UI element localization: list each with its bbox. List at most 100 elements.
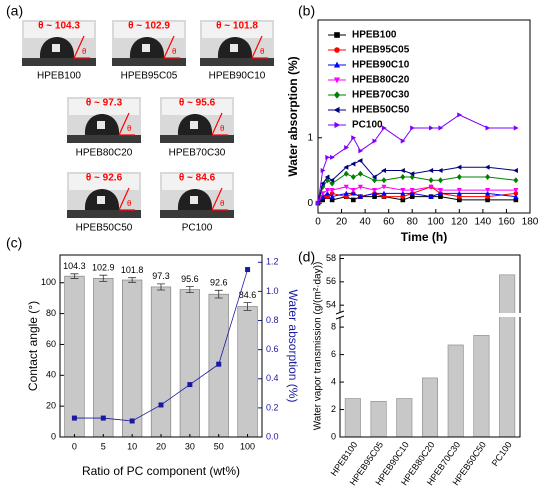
photo-highlight bbox=[202, 22, 272, 38]
angle-symbol: θ bbox=[127, 124, 132, 133]
marker bbox=[400, 174, 406, 181]
marker bbox=[409, 171, 415, 177]
marker bbox=[485, 188, 491, 193]
angle-symbol: θ bbox=[127, 199, 132, 208]
legend-label: HPEB50C50 bbox=[352, 105, 410, 116]
marker bbox=[428, 125, 434, 131]
photo-highlight bbox=[24, 22, 94, 38]
angle-symbol: θ bbox=[82, 47, 87, 56]
marker bbox=[319, 181, 325, 187]
marker bbox=[485, 125, 491, 131]
x-tick-label: 5 bbox=[101, 441, 106, 451]
marker bbox=[400, 190, 406, 196]
y-tick-label: 0 bbox=[307, 198, 313, 209]
error-bar bbox=[243, 302, 252, 311]
marker bbox=[410, 125, 415, 131]
reflection bbox=[142, 44, 150, 52]
marker bbox=[437, 188, 444, 193]
marker bbox=[320, 183, 326, 190]
marker bbox=[372, 190, 378, 196]
x-axis-title: Time (h) bbox=[401, 230, 447, 244]
y2-tick-label: 0.0 bbox=[266, 431, 279, 441]
marker bbox=[428, 193, 434, 199]
substrate bbox=[67, 210, 141, 218]
legend-label: HPEB100 bbox=[352, 30, 397, 41]
marker bbox=[513, 125, 519, 131]
x-tick-label: 20 bbox=[156, 441, 166, 451]
x-tick-label: 140 bbox=[475, 217, 492, 228]
substrate bbox=[112, 58, 186, 66]
x-tick-label: 40 bbox=[360, 217, 372, 228]
angle-label: θ ~ 84.6 bbox=[179, 173, 216, 184]
data-label: 101.8 bbox=[121, 265, 144, 275]
angle-label: θ ~ 104.3 bbox=[38, 21, 80, 32]
y2-tick-label: 0.8 bbox=[266, 315, 279, 325]
panel-label: (b) bbox=[298, 3, 315, 19]
error-bar bbox=[214, 289, 223, 299]
bar bbox=[421, 377, 439, 438]
marker bbox=[485, 197, 490, 203]
substrate bbox=[160, 135, 234, 143]
photo-highlight bbox=[162, 99, 232, 115]
photo-highlight bbox=[162, 174, 232, 190]
angle-line bbox=[73, 35, 85, 59]
bar bbox=[237, 306, 258, 438]
data-label: 97.3 bbox=[152, 271, 170, 281]
y2-marker bbox=[216, 361, 222, 367]
y2-marker bbox=[129, 418, 135, 424]
substrate bbox=[200, 58, 274, 66]
marker bbox=[357, 158, 363, 164]
photo-highlight bbox=[69, 174, 139, 190]
marker bbox=[428, 184, 434, 190]
marker bbox=[325, 154, 331, 160]
substrate bbox=[160, 210, 234, 218]
y-tick-label: 40 bbox=[46, 370, 56, 380]
angle-line bbox=[211, 187, 223, 211]
substrate bbox=[67, 135, 141, 143]
marker bbox=[400, 138, 406, 144]
marker bbox=[457, 194, 462, 199]
legend-marker bbox=[334, 121, 341, 129]
angle-symbol: θ bbox=[220, 199, 225, 208]
angle-line bbox=[163, 35, 175, 59]
series-line bbox=[317, 186, 516, 204]
marker bbox=[381, 190, 387, 196]
marker bbox=[381, 184, 387, 190]
y2-marker bbox=[71, 415, 77, 421]
x-tick-label: 180 bbox=[522, 217, 539, 228]
y-tick-label: 1 bbox=[307, 132, 313, 143]
y-tick-label: 20 bbox=[46, 401, 56, 411]
legend-marker bbox=[334, 47, 340, 53]
marker bbox=[329, 177, 335, 183]
marker bbox=[350, 174, 356, 181]
error-bar bbox=[99, 274, 108, 282]
panel-label: (a) bbox=[6, 3, 23, 19]
y-tick-label: 60 bbox=[46, 339, 56, 349]
marker bbox=[400, 197, 406, 203]
y-tick-label: 58 bbox=[326, 253, 336, 263]
marker bbox=[351, 135, 357, 141]
marker bbox=[428, 167, 434, 174]
y2-tick-label: 0.6 bbox=[266, 344, 279, 354]
bar bbox=[396, 398, 413, 438]
panel-label: (d) bbox=[298, 249, 315, 265]
error-bar bbox=[128, 277, 137, 283]
y-axis-title: Water vapor transmission (g/(m²·day)) bbox=[313, 262, 324, 431]
bar bbox=[370, 400, 387, 438]
x-tick-label: 10 bbox=[127, 441, 137, 451]
series-line bbox=[317, 196, 516, 204]
panel-label: (c) bbox=[6, 235, 22, 251]
angle-label: θ ~ 97.3 bbox=[86, 98, 123, 109]
x-tick-label: 50 bbox=[214, 441, 224, 451]
sample-label: HPEB80C20 bbox=[76, 148, 133, 159]
marker bbox=[381, 125, 387, 131]
y2-marker bbox=[100, 415, 106, 421]
legend-label: PC100 bbox=[352, 120, 383, 131]
marker bbox=[324, 174, 330, 180]
reflection bbox=[52, 44, 60, 52]
axis-break-mark bbox=[335, 310, 345, 320]
reflection bbox=[190, 121, 198, 129]
series-line bbox=[317, 192, 516, 204]
y2-axis-title: Water absorption (%) bbox=[286, 290, 300, 403]
marker bbox=[351, 197, 356, 203]
